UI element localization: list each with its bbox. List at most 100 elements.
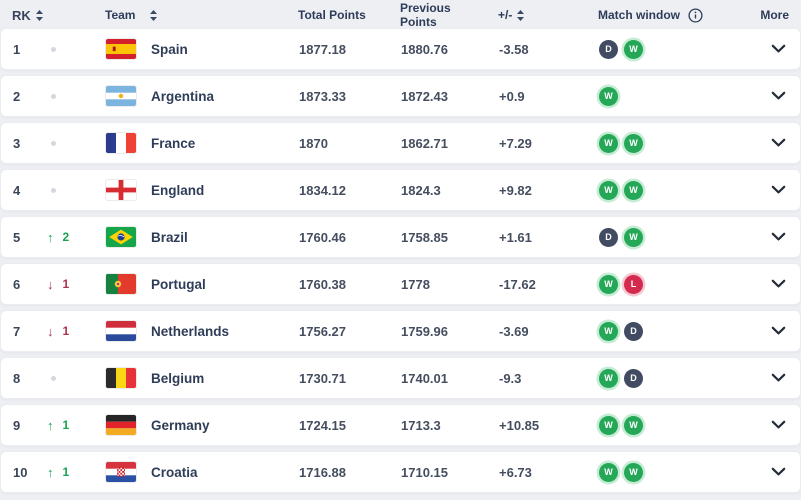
- win-badge: W: [624, 180, 643, 200]
- team-flag: [106, 227, 136, 247]
- team-name: Spain: [151, 41, 188, 57]
- chevron-down-icon: [771, 279, 786, 288]
- draw-badge: D: [599, 227, 618, 247]
- total-points-value: 1877.18: [299, 41, 346, 57]
- total-points-value: 1760.46: [299, 229, 346, 245]
- chevron-down-icon: [771, 232, 786, 241]
- no-change-dot: [51, 46, 56, 52]
- win-badge: W: [624, 415, 643, 435]
- team-flag: [106, 274, 136, 294]
- team-name: Argentina: [151, 88, 215, 104]
- win-badge: W: [624, 133, 643, 153]
- rank-value: 5: [13, 229, 21, 245]
- rank-value: 1: [13, 41, 21, 57]
- column-header-delta[interactable]: +/-: [488, 8, 588, 22]
- col-previous-points-label: Previous Points: [400, 1, 451, 29]
- column-header-team[interactable]: Team: [93, 8, 288, 22]
- team-cell[interactable]: France: [94, 133, 289, 153]
- info-icon[interactable]: [688, 7, 703, 23]
- win-badge: W: [599, 180, 618, 200]
- sort-icon: [35, 9, 43, 21]
- team-cell[interactable]: Portugal: [94, 274, 289, 294]
- rank-change-indicator: [39, 187, 94, 193]
- team-flag: [106, 86, 136, 106]
- expand-row-button[interactable]: [767, 463, 790, 481]
- team-cell[interactable]: Brazil: [94, 227, 289, 247]
- expand-row-button[interactable]: [767, 134, 790, 152]
- rank-value: 7: [13, 323, 21, 339]
- expand-row-button[interactable]: [767, 40, 790, 58]
- rank-up-arrow-icon: ↑: [47, 417, 54, 433]
- table-header: RK Team Total Points Previous Points +/-…: [0, 0, 801, 29]
- col-match-window-label: Match window: [598, 8, 680, 22]
- expand-row-button[interactable]: [767, 228, 790, 246]
- previous-points-value: 1758.85: [401, 229, 448, 245]
- points-delta-value: +10.85: [499, 417, 540, 433]
- total-points-value: 1730.71: [299, 370, 346, 386]
- expand-row-button[interactable]: [767, 322, 790, 340]
- team-cell[interactable]: Germany: [94, 415, 289, 435]
- points-delta-value: -17.62: [499, 276, 536, 292]
- team-name: Netherlands: [151, 323, 230, 339]
- total-points-value: 1870: [299, 135, 328, 151]
- rank-down-arrow-icon: ↓: [47, 323, 54, 339]
- previous-points-value: 1740.01: [401, 370, 448, 386]
- win-badge: W: [624, 39, 643, 59]
- win-badge: W: [599, 321, 618, 341]
- win-badge: W: [599, 368, 618, 388]
- total-points-value: 1760.38: [299, 276, 346, 292]
- rank-change-indicator: ↑ 1: [39, 465, 94, 479]
- team-flag: [106, 462, 136, 482]
- col-delta-label: +/-: [498, 8, 513, 22]
- team-name: England: [151, 182, 205, 198]
- previous-points-value: 1872.43: [401, 88, 448, 104]
- team-cell[interactable]: Argentina: [94, 86, 289, 106]
- team-cell[interactable]: Netherlands: [94, 321, 289, 341]
- rank-change-indicator: ↑ 1: [39, 418, 94, 432]
- rank-change-amount: 1: [62, 324, 70, 338]
- rank-change-indicator: [39, 93, 94, 99]
- rank-value: 6: [13, 276, 21, 292]
- expand-row-button[interactable]: [767, 416, 790, 434]
- team-cell[interactable]: Spain: [94, 39, 289, 59]
- rank-change-amount: 1: [62, 277, 70, 291]
- expand-row-button[interactable]: [767, 87, 790, 105]
- column-header-rk[interactable]: RK: [0, 7, 43, 23]
- expand-row-button[interactable]: [767, 369, 790, 387]
- team-cell[interactable]: England: [94, 180, 289, 200]
- win-badge: W: [599, 274, 618, 294]
- draw-badge: D: [624, 321, 643, 341]
- rank-change-indicator: [39, 375, 94, 381]
- team-flag: [106, 368, 136, 388]
- win-badge: W: [624, 227, 643, 247]
- expand-row-button[interactable]: [767, 275, 790, 293]
- draw-badge: D: [599, 39, 618, 59]
- rank-value: 3: [13, 135, 21, 151]
- rank-change-indicator: [39, 140, 94, 146]
- team-name: France: [151, 135, 196, 151]
- column-header-previous-points: Previous Points: [390, 1, 488, 29]
- col-more-label: More: [760, 8, 789, 22]
- rank-down-arrow-icon: ↓: [47, 276, 54, 292]
- sort-icon: [517, 9, 525, 21]
- sort-icon: [150, 9, 158, 21]
- points-delta-value: +9.82: [499, 182, 532, 198]
- team-flag: [106, 321, 136, 341]
- col-rk-label: RK: [12, 7, 31, 23]
- previous-points-value: 1710.15: [401, 464, 448, 480]
- team-cell[interactable]: Croatia: [94, 462, 289, 482]
- team-cell[interactable]: Belgium: [94, 368, 289, 388]
- points-delta-value: -9.3: [499, 370, 522, 386]
- expand-row-button[interactable]: [767, 181, 790, 199]
